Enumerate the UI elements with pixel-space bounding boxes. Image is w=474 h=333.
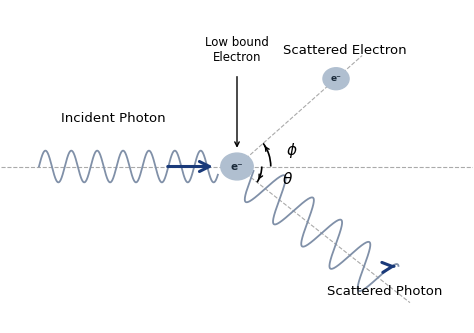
Text: θ: θ: [283, 172, 292, 187]
Text: e⁻: e⁻: [231, 162, 243, 171]
Ellipse shape: [221, 153, 253, 180]
Text: ϕ: ϕ: [286, 143, 296, 158]
Ellipse shape: [323, 68, 349, 90]
Text: Incident Photon: Incident Photon: [61, 112, 165, 125]
Text: e⁻: e⁻: [330, 74, 341, 83]
Text: Low bound
Electron: Low bound Electron: [205, 36, 269, 64]
Text: Scattered Electron: Scattered Electron: [283, 44, 407, 57]
Text: Scattered Photon: Scattered Photon: [327, 285, 443, 298]
